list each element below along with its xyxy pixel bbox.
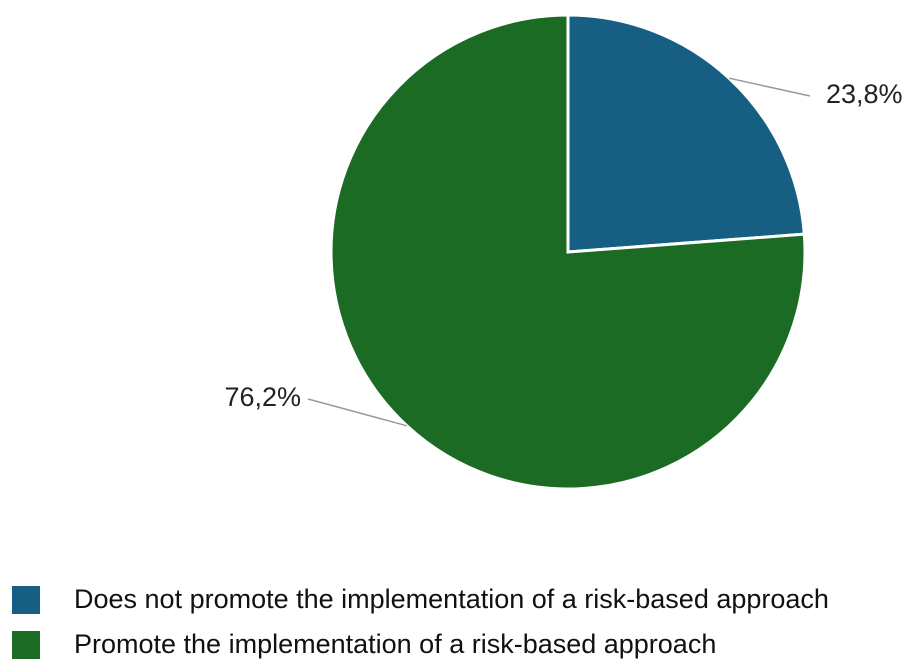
leader-line-1: [728, 77, 811, 97]
slice-value-label-2: 76,2%: [224, 382, 301, 412]
legend-label-1: Does not promote the implementation of a…: [74, 584, 829, 614]
legend-label-2: Promote the implementation of a risk-bas…: [74, 629, 716, 659]
slice-labels: 23,8% 76,2%: [224, 79, 902, 412]
pie-slices: [329, 13, 807, 491]
leader-line-2: [307, 398, 408, 427]
leader-lines: [307, 77, 811, 427]
pie-slice-1: [566, 13, 806, 254]
legend-swatch-2: [12, 631, 40, 659]
legend: Does not promote the implementation of a…: [12, 584, 829, 659]
slice-value-label-1: 23,8%: [826, 79, 903, 109]
legend-swatch-1: [12, 586, 40, 614]
